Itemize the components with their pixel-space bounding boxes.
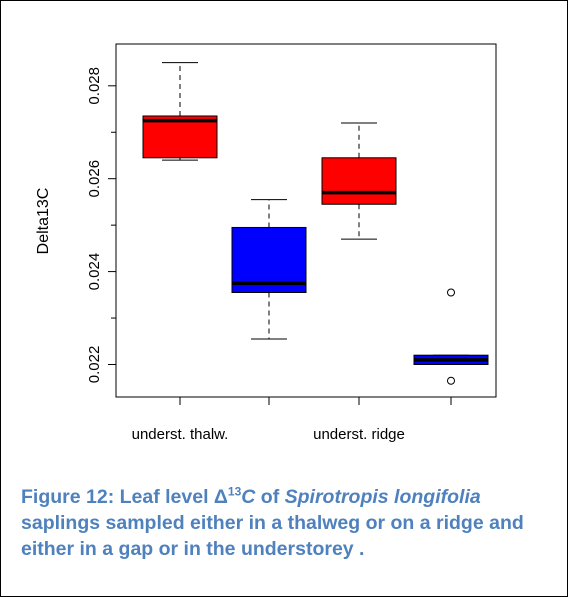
box: [142, 115, 218, 159]
caption-symbol: C: [241, 486, 256, 508]
caption-of: of: [255, 486, 285, 508]
figure-caption: Figure 12: Leaf level Δ13C of Spirotropi…: [21, 484, 541, 562]
y-axis-label: Delta13C: [35, 188, 52, 255]
x-tick-label: underst. thalw.: [132, 426, 229, 443]
y-tick-label: 0.028: [86, 67, 103, 105]
y-axis: 0.022 0.024 0.026 0.028: [86, 67, 116, 383]
box-group: [413, 288, 489, 385]
y-tick-label: 0.022: [86, 346, 103, 384]
y-tick-label: 0.026: [86, 160, 103, 198]
caption-species: Spirotropis longifolia: [284, 486, 481, 508]
x-tick-label: underst. ridge: [313, 426, 405, 443]
outlier-point: [447, 376, 455, 385]
caption-rest: saplings sampled either in a thalweg or …: [21, 512, 524, 560]
box-group: [142, 62, 218, 161]
boxes: [142, 62, 489, 385]
x-axis: underst. thalw. underst. ridge: [132, 397, 452, 443]
box-group: [231, 199, 307, 340]
outlier-point: [447, 288, 455, 297]
y-tick-label: 0.024: [86, 253, 103, 291]
caption-superscript: 13: [227, 484, 242, 499]
box-group: [321, 122, 397, 240]
box: [321, 157, 397, 205]
caption-prefix: Figure 12: Leaf level Δ: [21, 486, 228, 508]
plot-area-border: [115, 43, 497, 398]
